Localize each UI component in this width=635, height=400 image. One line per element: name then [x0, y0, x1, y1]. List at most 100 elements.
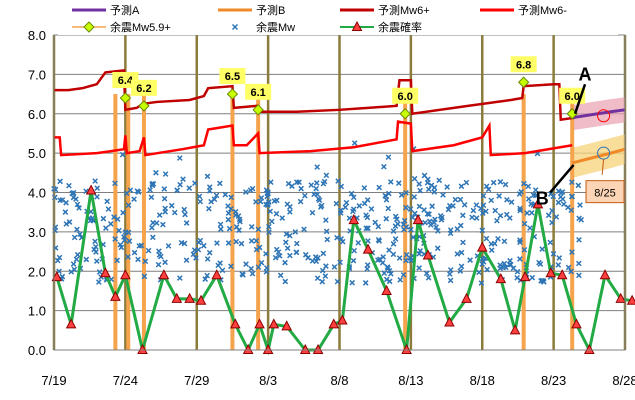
mw-point [425, 275, 432, 281]
mw-point [263, 187, 270, 193]
mw-point [504, 196, 510, 203]
mw-point [162, 259, 168, 266]
mw-point [431, 184, 438, 191]
mw-point [365, 225, 371, 232]
mw-point [576, 236, 582, 243]
mw-point [145, 247, 152, 254]
probability-point [85, 184, 97, 195]
mw-point [149, 181, 156, 187]
mw-point [322, 273, 329, 279]
mw-point [447, 230, 454, 237]
mw-point [392, 213, 399, 220]
mw-point [149, 182, 156, 189]
mw-point [492, 207, 499, 214]
probability-point [262, 343, 274, 354]
mw-point [253, 246, 260, 253]
mw-point [532, 187, 539, 193]
mw-point [156, 252, 163, 258]
mw-point [416, 265, 422, 271]
mw-point [204, 272, 210, 279]
mw-point [426, 218, 433, 225]
mw-point [77, 231, 83, 238]
mw-point [183, 257, 190, 264]
mw-point [318, 204, 324, 210]
mw-point [416, 203, 423, 210]
mw-point [321, 178, 328, 185]
mw-point [433, 224, 439, 230]
mw-point [528, 209, 535, 216]
mw-point [384, 264, 391, 270]
mw-point [171, 209, 178, 216]
mw-point [273, 197, 280, 204]
mw-point [138, 242, 145, 249]
mw-point [476, 269, 482, 276]
mw-point [204, 173, 211, 180]
mw-point [575, 260, 582, 267]
mw-point [66, 182, 72, 189]
mw-point [57, 197, 63, 204]
probability-point [268, 318, 280, 329]
mw-point [410, 234, 417, 241]
probability-point [100, 267, 111, 278]
mw-point [452, 196, 459, 203]
mw-point [63, 199, 69, 206]
x-tick-label: 8/18 [470, 373, 495, 388]
mw-point [408, 226, 414, 233]
mw-point [119, 151, 126, 158]
mw-point [287, 252, 293, 259]
mw-point [112, 236, 118, 242]
probability-point [444, 316, 455, 327]
y-tick-label: 2.0 [28, 264, 46, 279]
mw-point [488, 241, 495, 247]
mw-point [401, 217, 408, 224]
mw-point [364, 262, 371, 268]
mw-point [403, 190, 409, 196]
x-tick-label: 8/3 [259, 373, 277, 388]
mw-point [390, 241, 397, 247]
x-tick-label: 7/24 [113, 373, 138, 388]
mw-point [135, 256, 141, 263]
mw-point [243, 189, 249, 195]
mw-point [293, 179, 300, 185]
mw-point [470, 207, 477, 214]
mw-point [375, 223, 382, 230]
mw-point [372, 219, 379, 226]
mw-point [298, 185, 304, 192]
mw-point [435, 228, 441, 234]
mw-point [193, 255, 199, 261]
mw-point [287, 204, 293, 210]
forecast-a-line [571, 108, 626, 120]
x-tick-label: 8/13 [398, 373, 423, 388]
large-event-marker [252, 104, 264, 116]
mw-point [239, 271, 246, 277]
mw-point [71, 266, 78, 273]
mw-point [225, 216, 232, 223]
forecast-a-marker [597, 109, 611, 123]
mw-point [192, 180, 198, 187]
mw-point [107, 221, 114, 227]
mw-point [517, 237, 523, 243]
mw-point [215, 262, 222, 269]
mw-point [483, 183, 490, 190]
mw-point [383, 215, 390, 222]
probability-point [401, 343, 412, 354]
mw-point [467, 257, 473, 263]
mw-point [59, 273, 66, 280]
mw-point [407, 206, 414, 212]
mw-point [350, 194, 357, 201]
mw-point [226, 225, 233, 232]
mw-point [490, 179, 497, 186]
mw-point [558, 190, 564, 196]
probability-point [495, 273, 507, 284]
annotation-b-arrow [549, 164, 575, 194]
mw-point [349, 279, 356, 286]
probability-point [545, 267, 557, 278]
mw-point [447, 267, 454, 273]
mw-point [446, 271, 453, 277]
mw-point [74, 201, 81, 208]
mw-point [424, 211, 431, 217]
mw-point [478, 280, 485, 286]
mw-point [279, 215, 286, 221]
mw-point [266, 229, 272, 236]
